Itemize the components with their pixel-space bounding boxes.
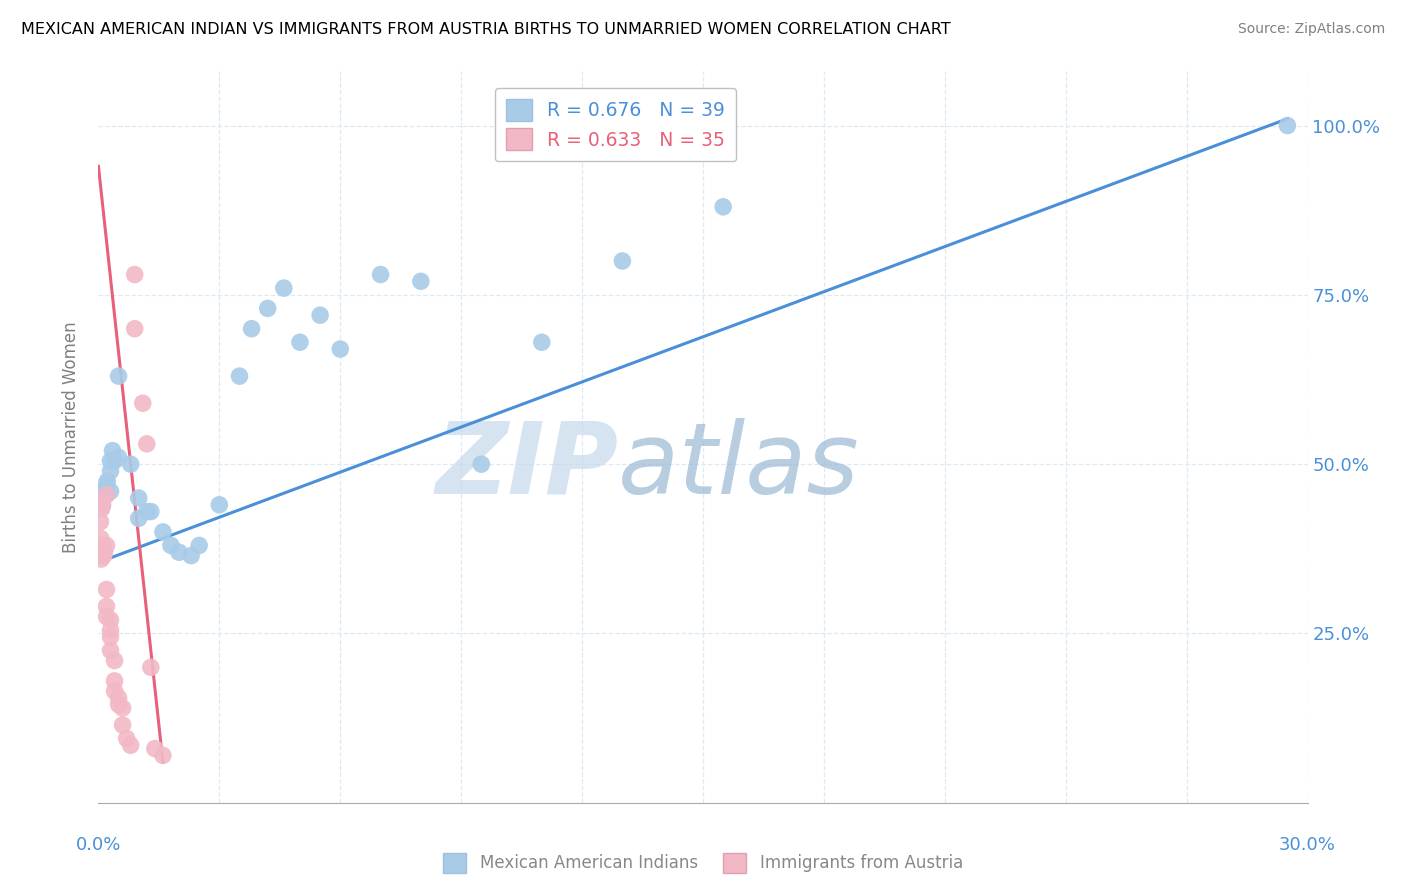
Point [107,369,129,384]
Point [135,437,157,451]
Point [96,609,118,624]
Point [228,369,250,384]
Point [103,454,125,468]
Point [124,268,146,282]
Point [139,505,162,519]
Point [91,498,114,512]
Point [135,505,157,519]
Point [711,200,734,214]
Point [90,501,112,516]
Point [91,545,114,559]
Point [120,738,142,752]
Text: MEXICAN AMERICAN INDIAN VS IMMIGRANTS FROM AUSTRIA BIRTHS TO UNMARRIED WOMEN COR: MEXICAN AMERICAN INDIAN VS IMMIGRANTS FR… [21,22,950,37]
Point [96,488,118,502]
Point [100,623,122,637]
Point [91,484,114,499]
Point [1277,119,1299,133]
Point [96,599,118,614]
Point [288,335,311,350]
Point [93,545,115,559]
Point [160,538,183,552]
Point [91,498,114,512]
Point [96,538,118,552]
Point [612,254,634,268]
Point [188,538,211,552]
Point [100,613,122,627]
Point [96,474,118,488]
Point [143,741,166,756]
Point [93,549,115,563]
Text: Source: ZipAtlas.com: Source: ZipAtlas.com [1237,22,1385,37]
Point [132,396,155,410]
Point [103,673,125,688]
Point [89,515,111,529]
Point [111,718,134,732]
Point [115,731,138,746]
Point [256,301,278,316]
Point [89,501,111,516]
Point [101,443,124,458]
Text: atlas: atlas [619,417,860,515]
Point [240,322,263,336]
Point [91,538,114,552]
Point [167,545,190,559]
Point [180,549,202,563]
Point [100,643,122,657]
Point [273,281,295,295]
Point [90,532,112,546]
Point [329,342,352,356]
Text: ZIP: ZIP [436,417,619,515]
Point [100,454,122,468]
Legend: R = 0.676   N = 39, R = 0.633   N = 35: R = 0.676 N = 39, R = 0.633 N = 35 [495,88,737,161]
Point [107,698,129,712]
Point [370,268,392,282]
Point [93,488,115,502]
Point [120,457,142,471]
Point [139,660,162,674]
Y-axis label: Births to Unmarried Women: Births to Unmarried Women [62,321,80,553]
Point [103,684,125,698]
Point [128,511,150,525]
Point [128,491,150,505]
Point [111,701,134,715]
Point [470,457,492,471]
Text: 30.0%: 30.0% [1279,836,1336,854]
Point [107,690,129,705]
Point [100,464,122,478]
Point [124,322,146,336]
Point [90,552,112,566]
Point [96,582,118,597]
Point [107,450,129,465]
Point [96,488,118,502]
Point [103,654,125,668]
Point [100,630,122,644]
Point [152,524,174,539]
Point [530,335,553,350]
Legend: Mexican American Indians, Immigrants from Austria: Mexican American Indians, Immigrants fro… [436,847,970,880]
Point [90,501,112,516]
Point [208,498,231,512]
Text: 0.0%: 0.0% [76,836,121,854]
Point [309,308,332,322]
Point [152,748,174,763]
Point [409,274,432,288]
Point [100,484,122,499]
Point [96,477,118,491]
